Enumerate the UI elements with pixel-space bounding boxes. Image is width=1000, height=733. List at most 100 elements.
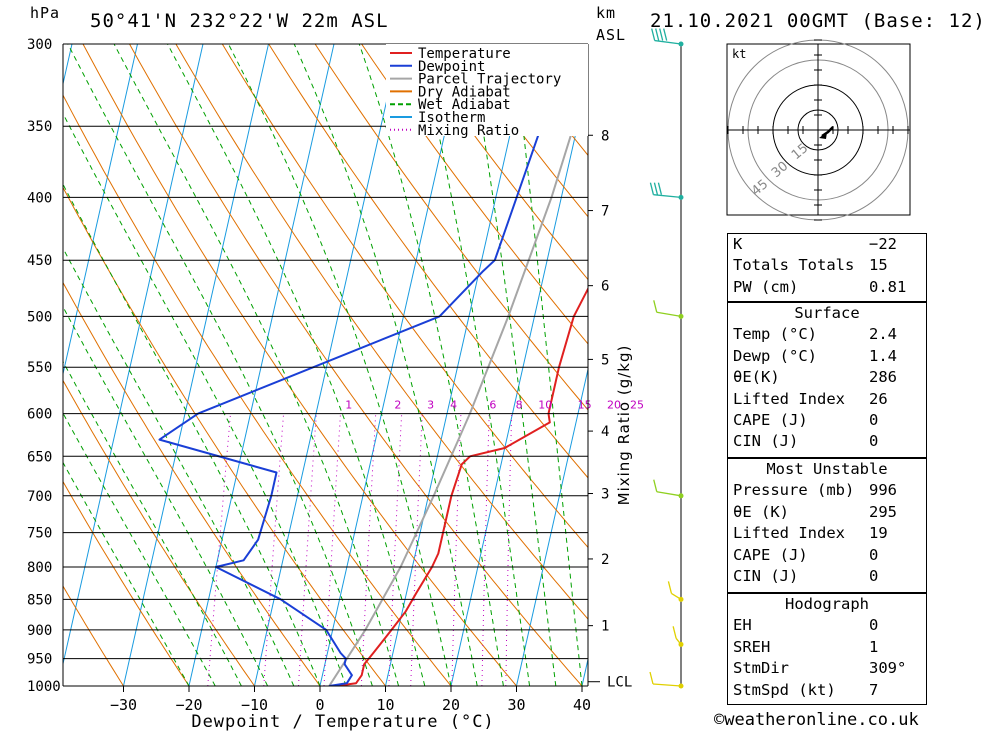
most-unstable-title: Most Unstable (766, 460, 888, 478)
mixing-ratio-label: 6 (489, 399, 496, 412)
surface-row: Temp (°C) 2.4 (733, 325, 897, 344)
dry-adiabat-line (407, 44, 588, 281)
asl-label: ASL (596, 26, 627, 44)
hodograph-table-title: Hodograph (785, 595, 869, 613)
pressure-tick-label: 900 (27, 623, 52, 639)
wet-adiabat-line (512, 44, 583, 686)
lcl-label: LCL (607, 675, 632, 691)
pressure-unit-label: hPa (30, 4, 61, 22)
dry-adiabat-line (63, 585, 124, 686)
km-tick-label: 1 (601, 619, 609, 635)
dry-adiabat-line (129, 44, 583, 686)
mixing-ratio-line (360, 413, 377, 686)
mu-row: Lifted Index 19 (733, 524, 888, 543)
dry-adiabat-line (314, 44, 588, 411)
wind-barb-dot (678, 683, 684, 689)
pressure-tick-label: 550 (27, 360, 52, 376)
x-tick-label: 40 (573, 696, 591, 714)
isotherm-line (581, 657, 588, 686)
mixing-ratio-label: 2 (394, 399, 401, 412)
parcel-trajectory-line (328, 76, 588, 686)
wind-barb-shaft (652, 683, 682, 687)
hodograph-table-panel: Hodograph EH 0 SREH 1 StmDir 309° StmSpd (k… (727, 593, 927, 705)
km-label: km (596, 4, 617, 22)
copyright-link[interactable]: ©weatheronline.co.uk (714, 710, 919, 730)
wind-barb-dot (678, 641, 684, 647)
wind-barb-dot (678, 493, 684, 499)
hodograph-unit: kt (732, 47, 746, 61)
legend-label: Isotherm (418, 110, 485, 126)
surface-title: Surface (794, 304, 860, 322)
km-tick-label: 4 (601, 424, 609, 440)
km-tick-label: 3 (601, 487, 609, 503)
pressure-tick-label: 450 (27, 253, 52, 269)
index-row-pw: PW (cm) 0.81 (733, 277, 907, 296)
wind-barb-flag (649, 182, 655, 195)
mixing-ratio-line (481, 413, 490, 686)
mixing-ratio-label: 4 (450, 399, 457, 412)
wet-adiabat-line (167, 44, 426, 686)
pressure-tick-label: 300 (27, 37, 52, 53)
surface-row: θE(K) 286 (733, 368, 897, 387)
km-tick-label: 6 (601, 279, 609, 295)
location-title: 50°41'N 232°22'W 22m ASL (90, 10, 389, 32)
pressure-tick-label: 850 (27, 592, 52, 608)
wind-barb-flag (672, 626, 677, 639)
wind-barb-flag (663, 28, 668, 41)
dry-adiabat-line (82, 44, 517, 686)
x-tick-label: −20 (175, 696, 202, 714)
isotherm-line (188, 44, 335, 686)
surface-row: Lifted Index 26 (733, 389, 888, 408)
isotherm-line (63, 44, 139, 377)
hodo-row: StmDir 309° (733, 659, 907, 678)
wet-adiabat-line (63, 112, 347, 686)
pressure-tick-label: 650 (27, 449, 52, 465)
pressure-tick-label: 700 (27, 489, 52, 505)
wind-barb-shaft (656, 311, 682, 318)
mixing-ratio-label: 15 (578, 399, 592, 412)
surface-row: CIN (J) 0 (733, 432, 879, 451)
wind-barb-dot (678, 41, 684, 47)
mixing-ratio-label: 8 (516, 399, 523, 412)
wind-barb-dot (678, 194, 684, 200)
pressure-tick-label: 600 (27, 407, 52, 423)
wet-adiabat-line (63, 247, 295, 686)
isotherm-line (0, 7, 15, 712)
km-tick-label: 5 (601, 352, 609, 368)
wind-barb-shaft (656, 491, 682, 497)
legend-label: Temperature (418, 46, 511, 62)
legend-label: Mixing Ratio (418, 123, 519, 139)
pressure-tick-label: 800 (27, 560, 52, 576)
mixing-ratio-label: 1 (345, 399, 352, 412)
legend-label: Parcel Trajectory (418, 72, 561, 88)
most-unstable-panel: Most Unstable Pressure (mb) 996 θE (K) 295… (727, 458, 927, 593)
pressure-tick-label: 400 (27, 190, 52, 206)
mixing-ratio-label: 20 (607, 399, 621, 412)
surface-row: CAPE (J) 0 (733, 410, 879, 429)
wet-adiabat-line (63, 305, 269, 686)
legend-box (386, 44, 588, 136)
dry-adiabat-line (221, 44, 588, 549)
surface-panel: Surface Temp (°C) 2.4 Dewp (°C) 1.4 θE(K) 2… (727, 302, 927, 458)
legend-label: Wet Adiabat (418, 97, 511, 113)
hodo-row: EH 0 (733, 616, 879, 635)
mixing-ratio-label: 10 (538, 399, 552, 412)
wind-barb-flag (651, 28, 656, 41)
mu-row: Pressure (mb) 996 (733, 481, 897, 500)
km-tick-label: 2 (601, 552, 609, 568)
legend-label: Dewpoint (418, 59, 485, 75)
x-tick-label: 0 (315, 696, 324, 714)
x-axis-title: Dewpoint / Temperature (°C) (191, 712, 494, 732)
isotherm-line (515, 367, 588, 686)
x-tick-label: 10 (376, 696, 394, 714)
wind-barb-shaft (654, 39, 682, 45)
wind-barb-shaft (653, 194, 682, 199)
wet-adiabat-line (417, 44, 531, 686)
legend-label: Dry Adiabat (418, 84, 511, 100)
wind-barb-flag (653, 479, 658, 492)
km-tick-label: 7 (601, 204, 609, 220)
dry-adiabat-line (361, 44, 588, 345)
wet-adiabat-line (358, 44, 504, 686)
